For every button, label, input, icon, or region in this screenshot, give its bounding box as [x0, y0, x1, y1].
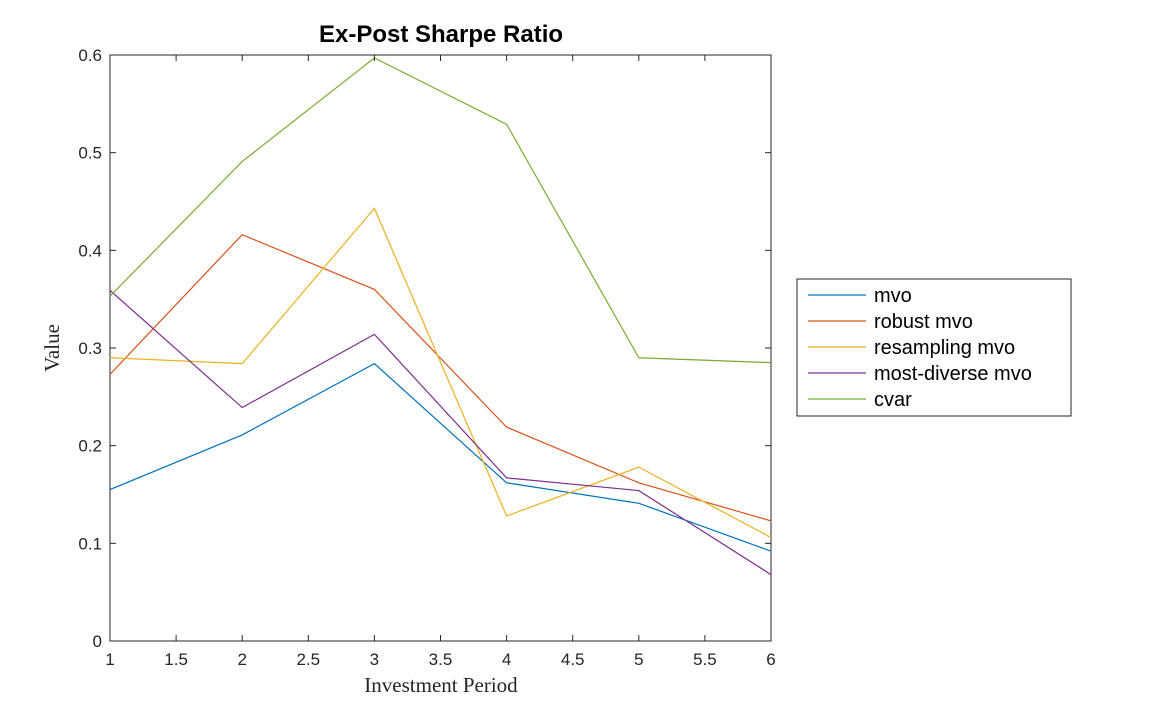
series-line-mvo — [109, 362, 772, 552]
x-tick-label: 4.5 — [561, 650, 585, 669]
x-tick-label: 3 — [370, 650, 379, 669]
x-tick-label: 6 — [766, 650, 775, 669]
legend: mvo robust mvo resampling mvo most-diverse … — [796, 278, 1072, 417]
legend-label: resampling mvo — [874, 337, 1015, 359]
x-tick-label: 3.5 — [429, 650, 453, 669]
series-line-most-diverse-mvo — [109, 289, 772, 576]
y-tick-label: 0.3 — [78, 339, 102, 358]
x-tick-label: 4 — [502, 650, 511, 669]
x-tick-label: 5.5 — [693, 650, 717, 669]
series-layer — [109, 57, 772, 576]
y-tick-label: 0.1 — [78, 534, 102, 553]
legend-label: mvo — [874, 285, 912, 307]
x-tick-label: 1 — [105, 650, 114, 669]
chart-title: Ex-Post Sharpe Ratio — [319, 21, 563, 48]
x-tick-label: 1.5 — [164, 650, 188, 669]
x-tick-label: 2 — [237, 650, 246, 669]
series-line-cvar — [109, 57, 772, 364]
y-axis-ticks: 0 0.1 0.2 0.3 0.4 0.5 0.6 — [78, 46, 771, 651]
plot-area — [109, 54, 772, 642]
x-axis-label: Investment Period — [364, 673, 518, 697]
y-tick-label: 0 — [93, 632, 102, 651]
x-tick-label: 2.5 — [296, 650, 320, 669]
series-line-resampling-mvo — [109, 207, 772, 539]
y-axis-label: Value — [40, 324, 64, 372]
x-tick-label: 5 — [634, 650, 643, 669]
y-tick-label: 0.4 — [78, 241, 102, 260]
legend-label: most-diverse mvo — [874, 363, 1032, 385]
axes-box — [109, 54, 772, 642]
legend-label: robust mvo — [874, 311, 973, 333]
series-line-robust-mvo — [109, 233, 772, 522]
legend-label: cvar — [874, 389, 912, 411]
y-tick-label: 0.6 — [78, 46, 102, 65]
y-tick-label: 0.5 — [78, 144, 102, 163]
x-axis-ticks: 1 1.5 2 2.5 3 3.5 4 4.5 5 5.5 6 — [105, 55, 776, 669]
y-tick-label: 0.2 — [78, 437, 102, 456]
